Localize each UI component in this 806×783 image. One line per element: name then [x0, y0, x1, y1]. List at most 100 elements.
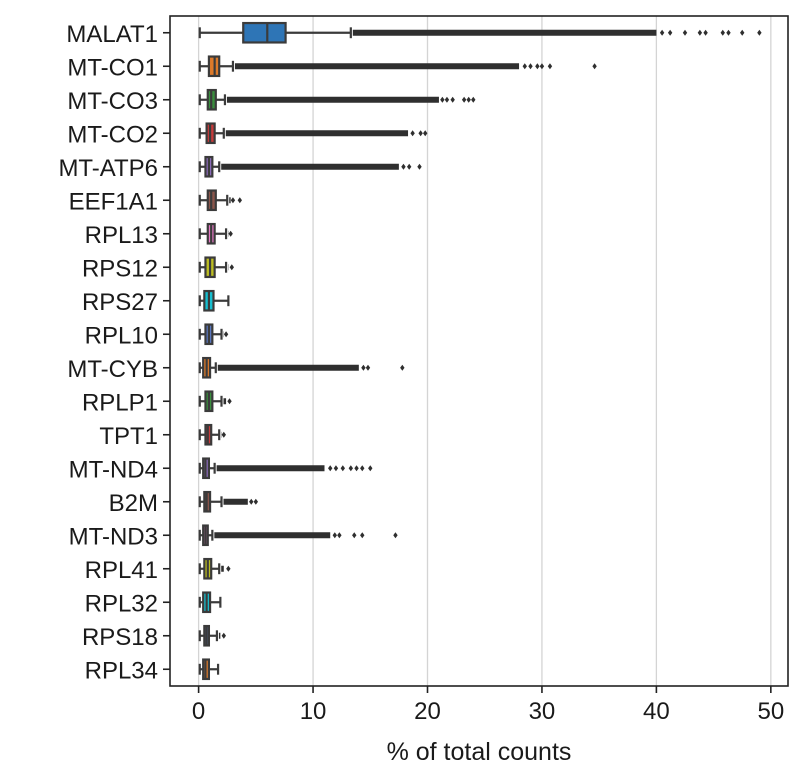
outlier-point: [410, 130, 415, 137]
outlier-point: [535, 63, 540, 70]
grid-lines: [197, 16, 772, 686]
outlier-point: [230, 197, 236, 204]
box-rps27: [198, 289, 230, 312]
outlier-point: [757, 29, 762, 36]
outlier-band: [234, 63, 520, 70]
plot-frame: [169, 15, 789, 687]
box-tpt1: [198, 423, 226, 446]
outlier-point: [365, 364, 371, 371]
box-mt-nd4: [198, 457, 373, 480]
plot-border: [169, 15, 789, 687]
outlier-point: [249, 498, 254, 505]
y-tick-label: RPL13: [85, 222, 158, 249]
outlier-band: [214, 532, 331, 539]
box-rpl41: [198, 557, 231, 580]
y-tick-label: MT-CO1: [67, 54, 158, 81]
box-eef1a1: [198, 189, 243, 212]
x-tick-label: 50: [757, 698, 784, 725]
outlier-point: [221, 632, 226, 639]
y-tick-label: MT-ND4: [69, 456, 158, 483]
y-tick-label: RPS12: [82, 255, 158, 282]
outlier-point: [667, 29, 673, 36]
outlier-point: [406, 163, 412, 170]
x-tick-label: 10: [300, 698, 327, 725]
axes: 0 10 20 30 40 50 MALAT1 MT-CO1 MT-CO3 MT-CO2 MT-AT…: [58, 21, 784, 725]
outlier-point: [418, 130, 423, 137]
y-tick-label: MT-CO2: [67, 121, 158, 148]
outlier-point: [348, 465, 354, 472]
x-tick-label: 0: [192, 698, 205, 725]
outlier-band: [216, 465, 325, 472]
x-tick-label: 20: [414, 698, 441, 725]
box-mt-co1: [198, 55, 597, 78]
outlier-point: [227, 398, 232, 405]
outlier-point: [417, 163, 422, 170]
y-tick-label: RPL41: [85, 557, 158, 584]
box-mt-co2: [198, 122, 428, 145]
outlier-point: [401, 163, 406, 170]
outlier-point: [337, 532, 342, 539]
outlier-point: [332, 532, 337, 539]
y-tick-label: RPLP1: [82, 389, 158, 416]
y-tick-label: RPL10: [85, 322, 158, 349]
outlier-point: [697, 29, 703, 36]
y-tick-label: EEF1A1: [69, 188, 158, 215]
y-tick-label: RPS27: [82, 289, 158, 316]
outlier-point: [352, 532, 357, 539]
y-tick-label: MT-CO3: [67, 88, 158, 115]
y-tick-label: TPT1: [99, 423, 158, 450]
outlier-band: [226, 96, 439, 103]
box-rect: [242, 21, 287, 44]
outlier-point: [592, 63, 597, 70]
box-mt-cyb: [198, 356, 405, 379]
box-layer: [198, 21, 762, 681]
outlier-point: [547, 63, 553, 70]
box-rpl10: [198, 323, 229, 346]
y-tick-label: B2M: [109, 490, 158, 517]
y-tick-label: MT-ATP6: [58, 155, 158, 182]
outlier-point: [539, 63, 545, 70]
outlier-point: [720, 29, 725, 36]
box-rpl13: [198, 222, 233, 245]
box-rpl34: [198, 658, 220, 681]
outlier-point: [253, 498, 259, 505]
box-rps12: [198, 256, 234, 279]
outlier-point: [400, 364, 405, 371]
outlier-band: [223, 498, 248, 505]
outlier-point: [237, 197, 243, 204]
outlier-point: [471, 96, 476, 103]
outlier-band: [352, 29, 657, 36]
outlier-point: [466, 96, 471, 103]
outlier-point: [740, 29, 745, 36]
box-malat1: [198, 21, 762, 44]
box-rpl32: [198, 591, 222, 614]
outlier-point: [340, 465, 346, 472]
box-rps18: [198, 624, 226, 647]
outlier-point: [528, 63, 533, 70]
y-tick-label: RPL32: [85, 590, 158, 617]
outlier-band: [221, 565, 224, 572]
outlier-band: [221, 163, 399, 170]
outlier-band: [229, 197, 231, 204]
outlier-point: [223, 331, 229, 338]
x-tick-label: 40: [643, 698, 670, 725]
y-tick-label: MT-CYB: [67, 356, 158, 383]
outlier-band: [217, 364, 359, 371]
outlier-point: [726, 29, 731, 36]
outlier-point: [393, 532, 398, 539]
outlier-point: [333, 465, 339, 472]
outlier-band: [225, 130, 409, 137]
outlier-point: [440, 96, 445, 103]
outlier-point: [703, 29, 708, 36]
outlier-point: [354, 465, 359, 472]
outlier-point: [229, 264, 234, 271]
outlier-point: [361, 364, 366, 371]
outlier-point: [360, 532, 365, 539]
outlier-band: [223, 398, 227, 405]
outlier-point: [360, 465, 365, 472]
box-b2m: [198, 490, 259, 513]
box-mt-nd3: [198, 524, 398, 547]
x-axis-title: % of total counts: [387, 738, 572, 766]
